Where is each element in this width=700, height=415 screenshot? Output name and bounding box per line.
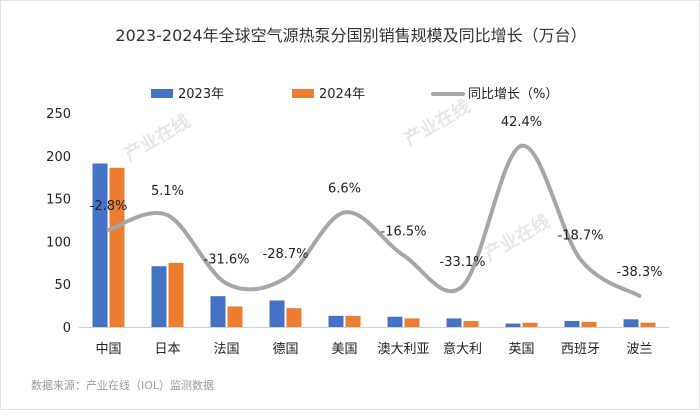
source-note: 数据来源：产业在线（IOL）监测数据 xyxy=(31,378,214,392)
x-tick-label: 意大利 xyxy=(443,341,482,357)
growth-data-label: -2.8% xyxy=(90,199,128,214)
bars-layer xyxy=(92,163,656,327)
legend: 2023年 2024年 同比增长（%） xyxy=(151,87,558,102)
growth-data-label: -18.7% xyxy=(558,228,604,243)
bar-series1 xyxy=(505,323,521,327)
bar-series2 xyxy=(345,315,361,327)
y-tick-label: 250 xyxy=(46,107,71,122)
bar-series2 xyxy=(581,321,597,327)
growth-data-label: -38.3% xyxy=(617,265,663,280)
growth-data-label: 5.1% xyxy=(151,184,184,199)
growth-data-label: -28.7% xyxy=(263,247,309,262)
bar-series1 xyxy=(623,319,639,327)
bar-series1 xyxy=(151,266,167,327)
bar-series1 xyxy=(564,321,580,327)
watermark: 产业在线 产业在线 产业在线 xyxy=(121,95,554,265)
growth-line xyxy=(106,143,642,298)
growth-data-label: 42.4% xyxy=(501,115,542,130)
legend-swatch-2024 xyxy=(292,89,314,98)
x-tick-label: 波兰 xyxy=(626,342,652,357)
chart-title: 2023-2024年全球空气源热泵分国别销售规模及同比增长（万台） xyxy=(115,26,586,45)
bar-series1 xyxy=(92,163,108,327)
bar-series2 xyxy=(640,322,656,327)
x-tick-label: 日本 xyxy=(154,342,180,357)
bar-series2 xyxy=(522,322,538,327)
bar-series2 xyxy=(463,321,479,327)
bar-series1 xyxy=(210,296,226,327)
legend-label-growth: 同比增长（%） xyxy=(468,87,558,102)
x-tick-label: 法国 xyxy=(213,342,239,357)
x-tick-label: 德国 xyxy=(272,342,298,357)
bar-series1 xyxy=(328,315,344,327)
legend-swatch-2023 xyxy=(151,89,173,98)
growth-data-label: -31.6% xyxy=(204,252,250,267)
watermark-text-2: 产业在线 xyxy=(401,95,474,150)
bar-series2 xyxy=(168,262,184,327)
y-tick-label: 50 xyxy=(54,278,71,293)
bar-series2 xyxy=(227,306,243,327)
x-tick-label: 澳大利亚 xyxy=(377,341,429,357)
line-layer xyxy=(106,143,642,298)
bar-series1 xyxy=(269,300,285,327)
growth-data-label: -33.1% xyxy=(440,255,486,270)
x-tick-label: 中国 xyxy=(95,342,121,357)
bar-series2 xyxy=(404,318,420,327)
y-tick-label: 0 xyxy=(63,321,71,336)
growth-data-label: 6.6% xyxy=(328,181,361,196)
labels-layer: -2.8% 5.1% -31.6% -28.7% 6.6% -16.5% -33.1% 42.… xyxy=(90,115,663,280)
bar-series2 xyxy=(109,167,125,327)
x-tick-label: 英国 xyxy=(508,342,534,357)
x-tick-label: 美国 xyxy=(331,342,357,357)
y-tick-label: 100 xyxy=(46,235,71,250)
axis-layer: 0 50 100 150 200 250 中国 日本 法国 德国 美国 澳大利亚 意大利 英国 西班牙 波兰 xyxy=(46,107,669,357)
y-tick-label: 150 xyxy=(46,193,71,208)
x-tick-label: 西班牙 xyxy=(561,342,600,357)
growth-data-label: -16.5% xyxy=(381,224,427,239)
bar-series1 xyxy=(446,318,462,327)
legend-label-2023: 2023年 xyxy=(178,87,224,102)
bar-series2 xyxy=(286,308,302,327)
legend-label-2024: 2024年 xyxy=(319,87,365,102)
watermark-text-1: 产业在线 xyxy=(121,110,194,165)
y-tick-label: 200 xyxy=(46,150,71,165)
bar-series1 xyxy=(387,316,403,327)
